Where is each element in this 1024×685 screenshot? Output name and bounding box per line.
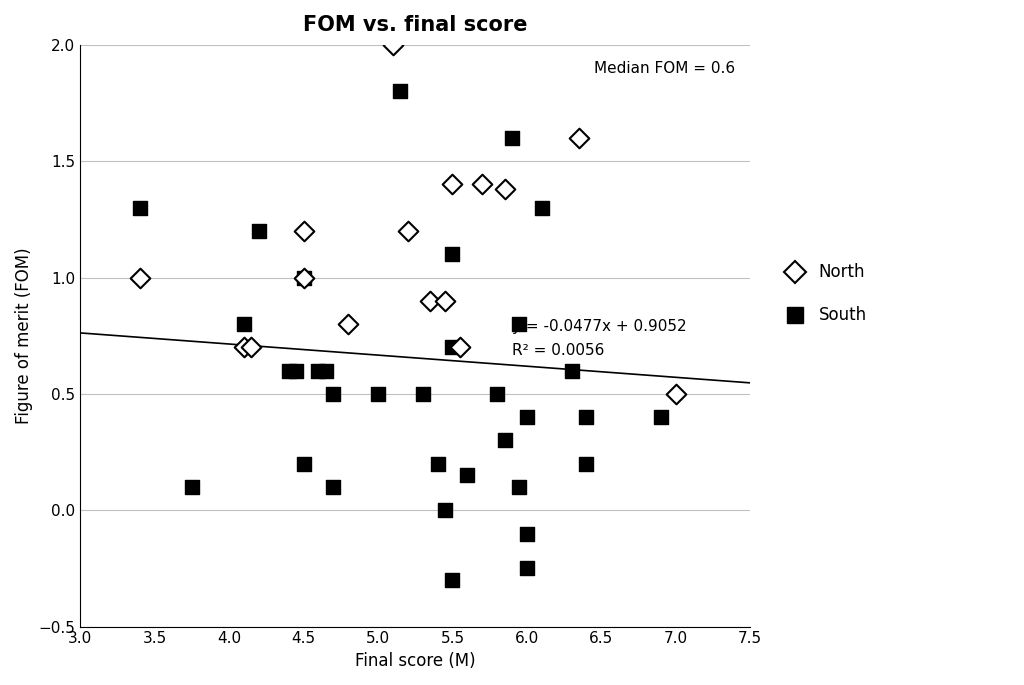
Point (459, 470, 475, 481)
Point (519, 563, 536, 574)
Point (340, 319, 356, 329)
Text: Median FOM = 0.6: Median FOM = 0.6 (594, 61, 735, 76)
Point (317, 365, 334, 376)
Point (295, 458, 311, 469)
Point (132, 272, 148, 283)
Point (385, 40, 401, 51)
Y-axis label: Figure of merit (FOM): Figure of merit (FOM) (15, 247, 33, 424)
Point (511, 482, 527, 493)
Point (563, 365, 580, 376)
Point (244, 342, 260, 353)
Point (497, 435, 513, 446)
Point (444, 249, 461, 260)
Point (579, 412, 595, 423)
Point (236, 342, 252, 353)
Point (370, 388, 386, 399)
Point (534, 202, 550, 213)
Point (437, 295, 454, 306)
Point (437, 505, 454, 516)
Point (511, 319, 527, 329)
Point (251, 225, 267, 236)
Point (444, 342, 461, 353)
X-axis label: Final score (M): Final score (M) (355, 652, 475, 670)
Point (668, 388, 684, 399)
Point (422, 295, 438, 306)
Point (519, 412, 536, 423)
Text: R² = 0.0056: R² = 0.0056 (512, 342, 604, 358)
Point (452, 342, 468, 353)
Point (236, 319, 252, 329)
Point (652, 412, 669, 423)
Point (444, 575, 461, 586)
Text: y = -0.0477x + 0.9052: y = -0.0477x + 0.9052 (512, 319, 687, 334)
Point (444, 179, 461, 190)
Point (295, 225, 311, 236)
Point (399, 225, 416, 236)
Point (429, 458, 445, 469)
Point (415, 388, 431, 399)
Point (392, 86, 409, 97)
Point (288, 365, 304, 376)
Legend: North, South: North, South (772, 257, 873, 331)
Point (295, 272, 311, 283)
Point (497, 184, 513, 195)
Point (519, 528, 536, 539)
Point (281, 365, 297, 376)
Point (474, 179, 490, 190)
Point (579, 458, 595, 469)
Point (183, 482, 200, 493)
Title: FOM vs. final score: FOM vs. final score (303, 15, 527, 35)
Point (488, 388, 505, 399)
Point (326, 482, 342, 493)
Point (295, 272, 311, 283)
Point (310, 365, 327, 376)
Point (132, 202, 148, 213)
Point (326, 388, 342, 399)
Point (504, 132, 520, 143)
Point (570, 132, 587, 143)
